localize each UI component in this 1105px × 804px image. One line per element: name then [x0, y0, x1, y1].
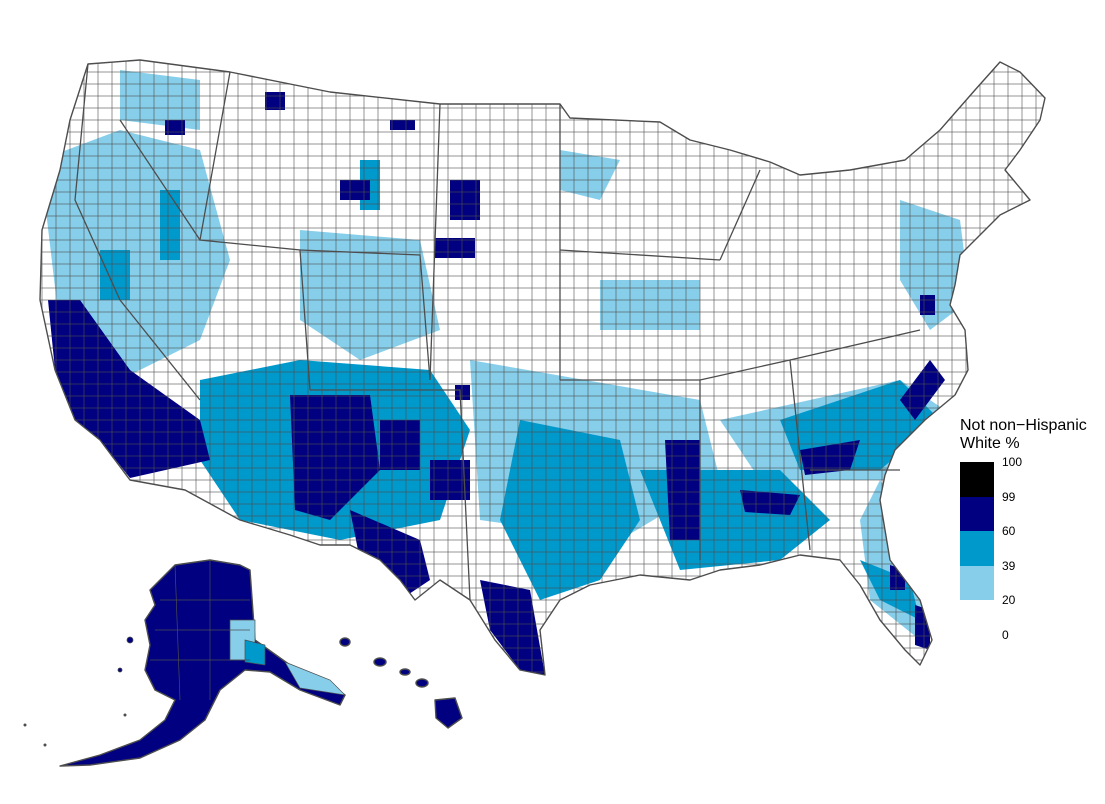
legend-tick-label: 39 [1002, 558, 1016, 573]
legend-tick-label: 100 [1002, 455, 1023, 469]
legend-swatch [960, 600, 994, 635]
legend-tick-label: 60 [1002, 524, 1016, 538]
legend-tick-label: 99 [1002, 489, 1016, 504]
legend-tick-label: 0 [1002, 627, 1009, 642]
legend-swatch [960, 531, 994, 566]
legend-swatch [960, 496, 994, 531]
alaska [23, 559, 347, 767]
legend-title: Not non−Hispanic White % [960, 417, 1087, 452]
legend-swatch [960, 462, 994, 497]
legend-swatch [960, 565, 994, 600]
legend-tick-label: 20 [1002, 593, 1016, 607]
state-borders [74, 63, 921, 601]
legend: Not non−Hispanic White % 100 99 60 39 20 0 [960, 417, 1105, 642]
hawaii [339, 637, 463, 729]
